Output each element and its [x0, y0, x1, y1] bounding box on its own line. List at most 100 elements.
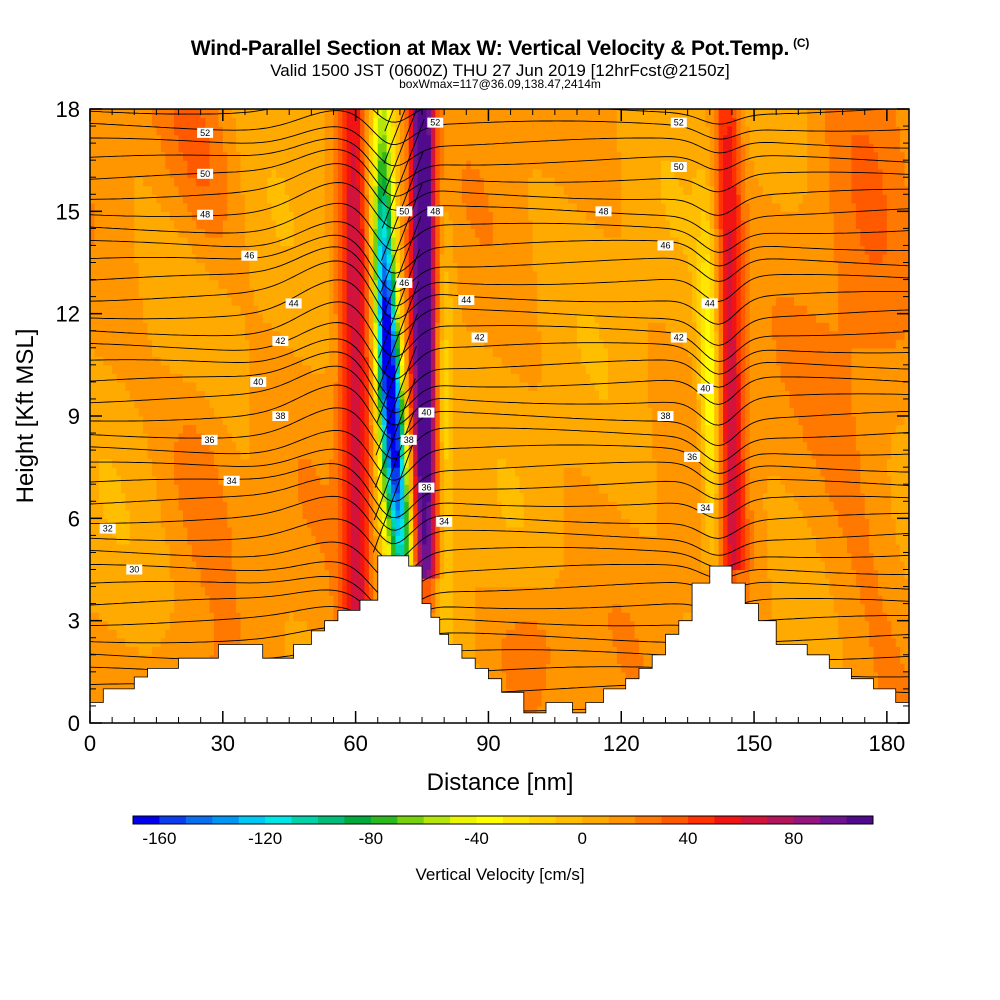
- velocity-cell: [275, 151, 281, 161]
- velocity-cell: [262, 202, 268, 212]
- velocity-cell: [275, 509, 281, 519]
- velocity-cell: [324, 211, 330, 221]
- velocity-cell: [103, 450, 109, 460]
- velocity-cell: [116, 109, 122, 119]
- velocity-cell: [253, 117, 259, 127]
- velocity-cell: [249, 458, 255, 468]
- velocity-cell: [218, 364, 224, 374]
- velocity-cell: [174, 543, 180, 554]
- velocity-cell: [377, 458, 383, 468]
- velocity-cell: [395, 543, 401, 554]
- velocity-cell: [302, 535, 308, 545]
- velocity-cell: [329, 475, 335, 485]
- velocity-cell: [147, 219, 153, 229]
- velocity-cell: [240, 117, 246, 127]
- velocity-cell: [231, 134, 237, 144]
- velocity-cell: [240, 620, 246, 630]
- velocity-cell: [103, 381, 109, 392]
- velocity-cell: [262, 509, 268, 519]
- velocity-cell: [355, 569, 361, 579]
- velocity-cell: [280, 211, 286, 221]
- velocity-cell: [205, 143, 211, 153]
- velocity-cell: [337, 433, 343, 443]
- velocity-cell: [373, 330, 379, 340]
- velocity-cell: [262, 612, 268, 622]
- velocity-cell: [213, 390, 219, 400]
- velocity-cell: [386, 151, 392, 161]
- velocity-cell: [262, 160, 268, 170]
- velocity-cell: [244, 407, 250, 417]
- velocity-cell: [360, 322, 366, 332]
- velocity-cell: [333, 262, 339, 272]
- velocity-cell: [134, 160, 140, 170]
- velocity-cell: [94, 364, 100, 374]
- velocity-cell: [382, 458, 388, 468]
- velocity-cell: [116, 219, 122, 229]
- velocity-cell: [333, 535, 339, 545]
- velocity-cell: [107, 552, 113, 562]
- velocity-cell: [253, 535, 259, 545]
- velocity-cell: [391, 109, 397, 119]
- velocity-cell: [382, 356, 388, 366]
- velocity-cell: [302, 202, 308, 212]
- velocity-cell: [160, 509, 166, 519]
- velocity-cell: [138, 330, 144, 340]
- velocity-cell: [355, 279, 361, 289]
- velocity-cell: [120, 347, 127, 357]
- velocity-cell: [364, 322, 370, 332]
- velocity-cell: [178, 620, 184, 630]
- velocity-cell: [191, 629, 197, 639]
- velocity-cell: [280, 646, 286, 656]
- velocity-cell: [240, 296, 246, 306]
- velocity-cell: [346, 475, 352, 485]
- velocity-cell: [240, 245, 246, 255]
- velocity-cell: [253, 151, 259, 161]
- velocity-cell: [222, 569, 228, 579]
- velocity-cell: [267, 168, 273, 178]
- velocity-cell: [382, 475, 388, 485]
- velocity-cell: [169, 552, 175, 562]
- velocity-cell: [156, 518, 162, 528]
- velocity-cell: [258, 228, 264, 238]
- velocity-cell: [227, 262, 233, 272]
- velocity-cell: [377, 271, 383, 281]
- velocity-cell: [182, 236, 188, 247]
- velocity-cell: [298, 168, 304, 178]
- velocity-cell: [346, 305, 352, 315]
- velocity-cell: [134, 381, 140, 392]
- velocity-cell: [320, 330, 326, 340]
- velocity-cell: [311, 560, 317, 571]
- velocity-cell: [209, 356, 215, 366]
- velocity-cell: [386, 407, 392, 417]
- velocity-cell: [355, 347, 361, 357]
- velocity-cell: [311, 330, 317, 340]
- velocity-cell: [373, 441, 379, 451]
- velocity-cell: [143, 458, 149, 468]
- velocity-cell: [382, 194, 388, 204]
- velocity-cell: [116, 501, 122, 511]
- velocity-cell: [306, 168, 312, 178]
- velocity-cell: [143, 509, 149, 519]
- velocity-cell: [103, 603, 109, 613]
- velocity-cell: [156, 484, 162, 494]
- velocity-cell: [200, 398, 206, 409]
- velocity-cell: [373, 202, 379, 212]
- velocity-cell: [222, 424, 228, 434]
- velocity-cell: [169, 398, 175, 409]
- velocity-cell: [209, 177, 215, 187]
- velocity-cell: [298, 637, 304, 647]
- velocity-cell: [94, 126, 100, 136]
- velocity-cell: [342, 569, 348, 579]
- velocity-cell: [209, 117, 215, 127]
- velocity-cell: [320, 518, 326, 528]
- velocity-cell: [298, 151, 304, 161]
- velocity-cell: [231, 620, 237, 630]
- velocity-cell: [337, 168, 343, 178]
- velocity-cell: [333, 501, 339, 511]
- velocity-cell: [147, 228, 153, 238]
- velocity-cell: [306, 211, 312, 221]
- velocity-cell: [360, 595, 366, 605]
- velocity-cell: [302, 398, 308, 409]
- velocity-cell: [293, 526, 299, 536]
- velocity-cell: [360, 398, 366, 409]
